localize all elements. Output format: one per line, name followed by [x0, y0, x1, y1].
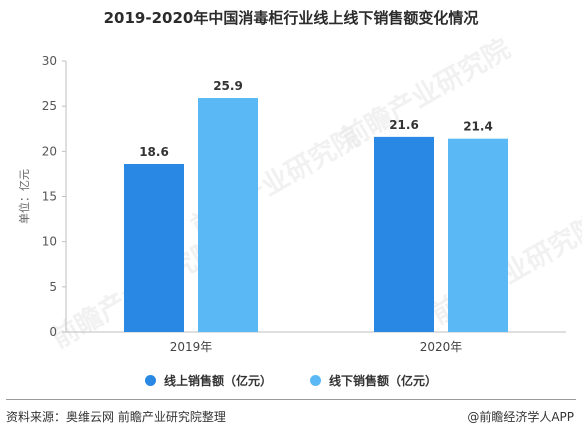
- chart-legend: 线上销售额（亿元） 线下销售额（亿元）: [0, 372, 582, 389]
- x-tick-label: 2020年: [420, 340, 463, 354]
- legend-label-online: 线上销售额（亿元）: [163, 374, 272, 388]
- legend-label-offline: 线下销售额（亿元）: [329, 374, 438, 388]
- y-tick-label: 25: [42, 99, 57, 113]
- y-tick-label: 30: [42, 54, 57, 68]
- y-tick-label: 10: [42, 235, 57, 249]
- data-label: 18.6: [139, 145, 169, 159]
- legend-item-offline: 线下销售额（亿元）: [310, 372, 437, 389]
- brand-note: @前瞻经济学人APP: [467, 410, 574, 424]
- data-label: 21.6: [389, 118, 419, 132]
- footer-divider: [6, 399, 576, 400]
- bar-offline: [198, 98, 258, 332]
- legend-item-online: 线上销售额（亿元）: [144, 372, 272, 389]
- y-tick-label: 20: [42, 144, 57, 158]
- source-note: 资料来源：奥维云网 前瞻产业研究院整理: [6, 410, 226, 424]
- x-tick-label: 2019年: [170, 340, 213, 354]
- data-label: 25.9: [213, 79, 243, 93]
- data-label: 21.4: [463, 120, 493, 134]
- bar-online: [374, 136, 434, 332]
- bar-offline: [448, 138, 508, 332]
- y-tick-label: 0: [49, 325, 57, 339]
- y-tick-label: 5: [49, 280, 57, 294]
- y-axis-title: 单位：亿元: [17, 169, 31, 224]
- y-tick-label: 15: [42, 190, 57, 204]
- legend-swatch-offline: [310, 375, 321, 386]
- bar-online: [124, 163, 184, 332]
- legend-swatch-online: [144, 375, 156, 386]
- chart-title: 2019-2020年中国消毒柜行业线上线下销售额变化情况: [103, 9, 479, 27]
